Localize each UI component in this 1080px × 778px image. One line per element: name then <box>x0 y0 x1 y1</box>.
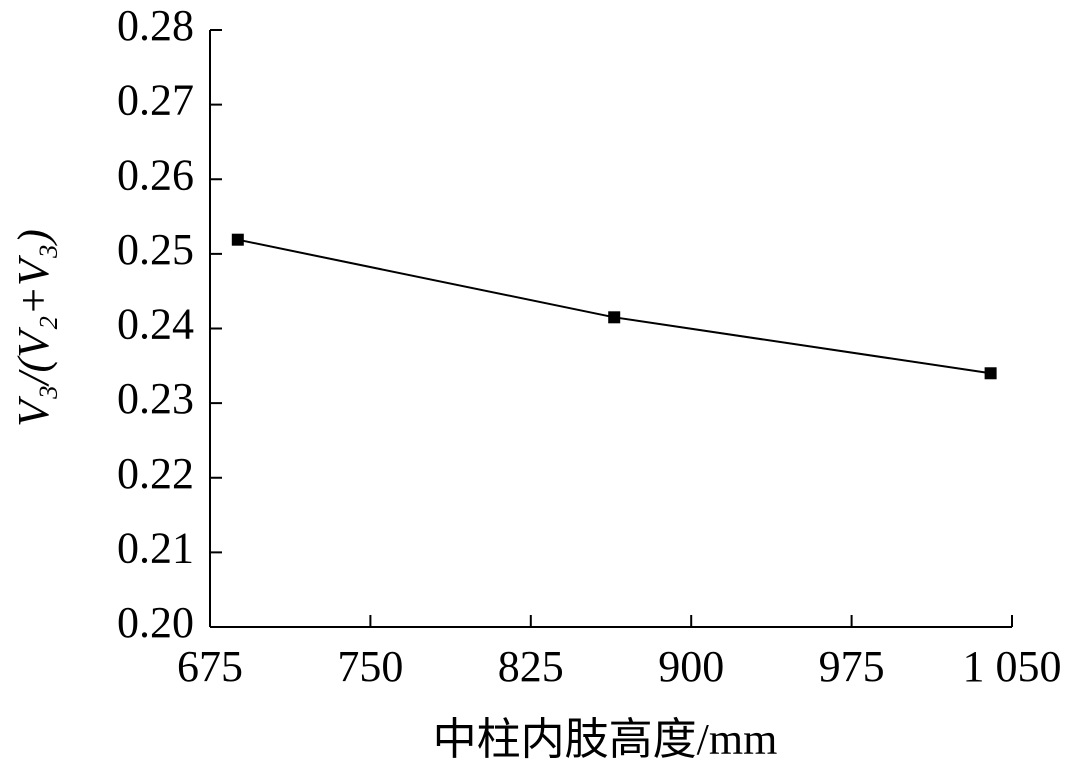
x-tick-label: 825 <box>498 642 564 691</box>
y-tick-label: 0.22 <box>117 449 194 498</box>
marker <box>984 367 997 380</box>
y-tick-label: 0.20 <box>117 598 194 647</box>
x-tick-label: 675 <box>177 642 243 691</box>
x-tick-label: 750 <box>337 642 403 691</box>
x-tick-label: 1 050 <box>963 642 1062 691</box>
y-tick-label: 0.27 <box>117 76 194 125</box>
y-tick-label: 0.21 <box>117 523 194 572</box>
x-tick-label: 975 <box>819 642 885 691</box>
marker <box>231 233 244 246</box>
marker <box>608 311 621 324</box>
line <box>237 238 991 375</box>
y-axis-label: V₃/(V₂+V₃) <box>9 229 58 427</box>
y-tick-label: 0.26 <box>117 150 194 199</box>
x-tick-label: 900 <box>658 642 724 691</box>
y-tick-label: 0.28 <box>117 1 194 50</box>
y-tick-label: 0.25 <box>117 225 194 274</box>
y-tick-label: 0.23 <box>117 374 194 423</box>
x-axis-label: 中柱内肢高度/mm <box>433 715 778 764</box>
y-tick-label: 0.24 <box>117 300 194 349</box>
